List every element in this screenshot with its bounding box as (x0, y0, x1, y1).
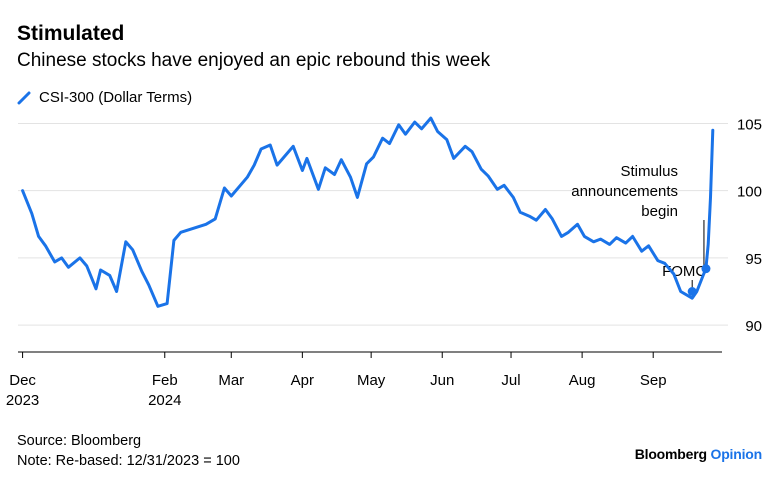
marker-fomc (687, 287, 697, 296)
chart-title: Stimulated (17, 22, 125, 45)
brand-logo: Bloomberg Opinion (635, 446, 762, 462)
legend-swatch-icon (17, 91, 31, 104)
rebase-note: Note: Re-based: 12/31/2023 = 100 (17, 453, 240, 469)
x-tick-year-label: 2023 (6, 392, 39, 409)
source-note: Source: Bloomberg (17, 433, 142, 449)
annotation-label-fomc: FOMC (662, 263, 706, 280)
brand-name: Bloomberg (634, 446, 707, 462)
y-tick-label: 95 (745, 251, 762, 268)
x-tick-label: Jun (430, 372, 454, 389)
line-chart: 90 95 100 105 Dec 2023 Feb 2024 Mar Apr May Jun Jul… (6, 116, 762, 409)
x-tick-label: May (357, 372, 386, 389)
y-tick-label: 100 (737, 184, 762, 201)
annotation-label-stimulus: announcements (571, 183, 678, 200)
y-axis: 90 95 100 105 (737, 116, 762, 335)
annotations: FOMC Stimulus announcements begin (571, 163, 706, 292)
chart-subtitle: Chinese stocks have enjoyed an epic rebo… (17, 50, 491, 71)
marker-stimulus (701, 264, 711, 274)
x-tick-label: Aug (569, 372, 596, 389)
annotation-label-stimulus: Stimulus (620, 163, 678, 180)
annotation-label-stimulus: begin (641, 203, 678, 220)
series-group (21, 116, 715, 308)
footer: Source: Bloomberg Note: Re-based: 12/31/… (17, 431, 240, 471)
legend-label: CSI-300 (Dollar Terms) (39, 89, 193, 106)
x-tick-label: Mar (218, 372, 244, 389)
x-tick-label: Apr (291, 372, 314, 389)
legend: CSI-300 (Dollar Terms) (17, 89, 192, 106)
x-tick-label: Sep (640, 372, 667, 389)
series-line-csi-300 (21, 116, 715, 308)
x-tick-label: Jul (501, 372, 520, 389)
x-tick-year-label: 2024 (148, 392, 181, 409)
x-axis: Dec 2023 Feb 2024 Mar Apr May Jun Jul Aug Sep (6, 351, 722, 409)
x-tick-label: Dec (9, 372, 36, 389)
y-tick-label: 105 (737, 116, 762, 133)
grid-lines (18, 122, 728, 326)
brand-suffix: Opinion (710, 446, 763, 462)
x-tick-label: Feb (152, 372, 178, 389)
y-tick-label: 90 (745, 318, 762, 335)
